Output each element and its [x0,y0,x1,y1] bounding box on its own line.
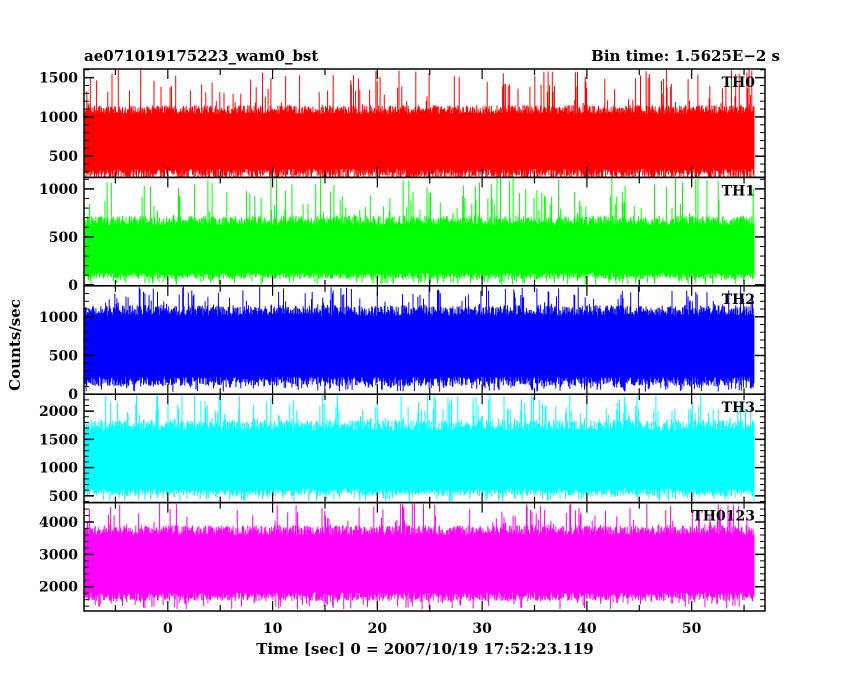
y-tick-label: 4000 [39,515,78,531]
y-tick-label: 0 [68,278,78,294]
panel-label-th3: TH3 [722,400,755,416]
y-tick-label: 1000 [39,310,78,326]
x-tick-label: 20 [368,621,388,637]
y-tick-label: 500 [49,348,78,364]
panel-label-th1: TH1 [722,183,755,199]
series-th2 [84,285,755,392]
panel-label-th0123: TH0123 [692,509,755,525]
x-tick-label: 50 [682,621,702,637]
y-tick-label: 0 [68,387,78,403]
y-tick-label: 1500 [39,432,78,448]
y-tick-label: 1000 [39,182,78,198]
y-tick-label: 2000 [39,404,78,420]
y-tick-label: 500 [49,230,78,246]
y-tick-label: 500 [49,149,78,165]
series-th0123 [84,503,755,610]
series-th0 [84,69,755,178]
y-tick-label: 500 [49,489,78,505]
x-tick-label: 0 [163,621,173,637]
chart-title-right: Bin time: 1.5625E−2 s [591,47,780,65]
chart-title-left: ae071019175223_wam0_bst [84,47,318,65]
series-th3 [84,394,755,502]
panel-label-th0: TH0 [722,75,756,91]
panel-frame-th0123 [83,501,766,612]
y-tick-label: 2000 [39,580,78,596]
y-tick-label: 3000 [39,547,78,563]
series-th1 [84,177,755,285]
x-tick-label: 40 [577,621,597,637]
y-tick-label: 1000 [39,110,78,126]
panel-label-th2: TH2 [722,292,755,308]
y-axis-label: Counts/sec [6,299,24,391]
x-axis-label: Time [sec] 0 = 2007/10/19 17:52:23.119 [256,640,593,658]
x-tick-label: 10 [263,621,283,637]
y-tick-label: 1500 [39,71,78,87]
x-tick-label: 30 [472,621,492,637]
y-tick-label: 1000 [39,461,78,477]
